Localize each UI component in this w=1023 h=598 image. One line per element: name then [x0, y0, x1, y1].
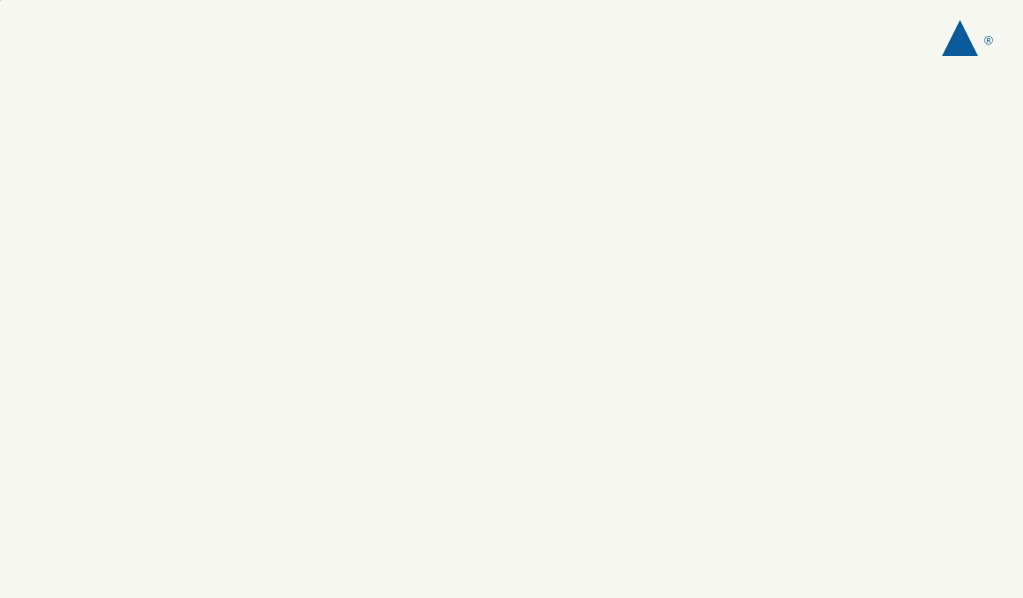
- diagram-stage: ®: [0, 0, 1023, 598]
- brand-logo: ®: [942, 18, 993, 56]
- arrows-svg: [0, 0, 1023, 598]
- logo-triangle-icon: [942, 20, 978, 56]
